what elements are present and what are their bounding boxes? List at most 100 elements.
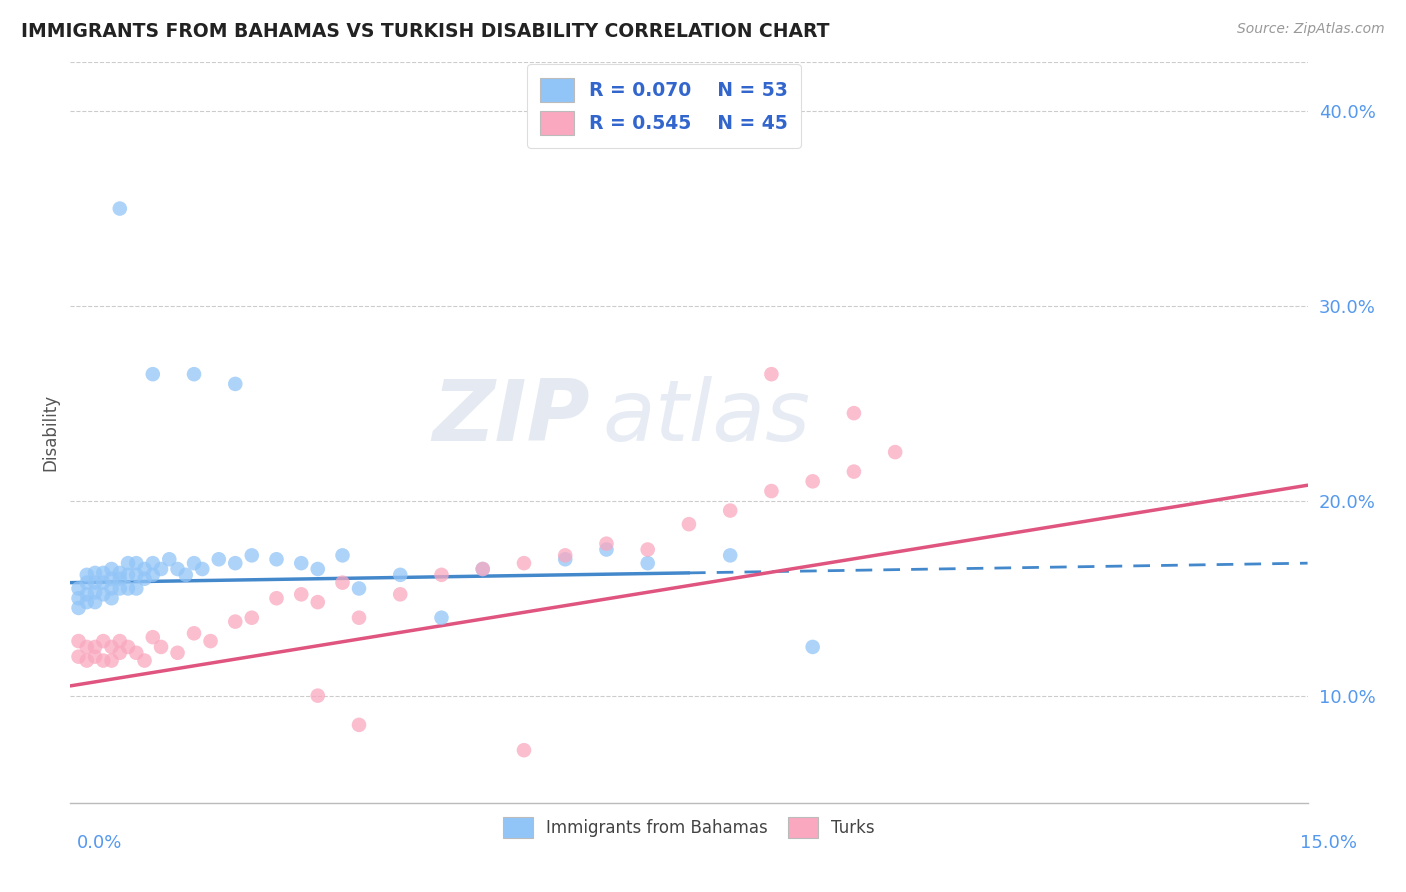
Point bbox=[224, 376, 246, 391]
Point bbox=[332, 575, 354, 590]
Point bbox=[183, 626, 205, 640]
Point bbox=[84, 595, 107, 609]
Point bbox=[134, 654, 156, 668]
Point bbox=[91, 634, 114, 648]
Point bbox=[637, 542, 659, 557]
Point bbox=[100, 591, 122, 606]
Point bbox=[76, 654, 98, 668]
Point bbox=[307, 689, 329, 703]
Point bbox=[183, 367, 205, 381]
Point bbox=[430, 567, 453, 582]
Point bbox=[117, 582, 139, 596]
Point bbox=[100, 640, 122, 654]
Point bbox=[117, 567, 139, 582]
Point bbox=[125, 582, 148, 596]
Point bbox=[718, 503, 741, 517]
Point bbox=[224, 556, 246, 570]
Point bbox=[76, 640, 98, 654]
Point bbox=[91, 654, 114, 668]
Point bbox=[142, 367, 165, 381]
Point bbox=[307, 562, 329, 576]
Point bbox=[108, 634, 131, 648]
Point bbox=[76, 587, 98, 601]
Point bbox=[108, 202, 131, 216]
Point bbox=[842, 406, 865, 420]
Text: Source: ZipAtlas.com: Source: ZipAtlas.com bbox=[1237, 22, 1385, 37]
Point bbox=[91, 575, 114, 590]
Legend: Immigrants from Bahamas, Turks: Immigrants from Bahamas, Turks bbox=[495, 808, 883, 847]
Point bbox=[125, 556, 148, 570]
Point bbox=[150, 562, 173, 576]
Point bbox=[174, 567, 197, 582]
Point bbox=[67, 582, 90, 596]
Point bbox=[142, 630, 165, 644]
Point bbox=[718, 549, 741, 563]
Point bbox=[513, 556, 536, 570]
Point bbox=[266, 591, 288, 606]
Point bbox=[554, 549, 576, 563]
Point bbox=[332, 549, 354, 563]
Point bbox=[117, 556, 139, 570]
Point bbox=[166, 562, 188, 576]
Point bbox=[842, 465, 865, 479]
Point bbox=[67, 591, 90, 606]
Point bbox=[134, 562, 156, 576]
Text: IMMIGRANTS FROM BAHAMAS VS TURKISH DISABILITY CORRELATION CHART: IMMIGRANTS FROM BAHAMAS VS TURKISH DISAB… bbox=[21, 22, 830, 41]
Point bbox=[84, 566, 107, 580]
Point bbox=[108, 566, 131, 580]
Point bbox=[108, 572, 131, 586]
Point bbox=[150, 640, 173, 654]
Point bbox=[84, 575, 107, 590]
Point bbox=[290, 556, 312, 570]
Point bbox=[801, 640, 824, 654]
Point bbox=[637, 556, 659, 570]
Point bbox=[347, 582, 370, 596]
Point bbox=[801, 475, 824, 489]
Point bbox=[91, 566, 114, 580]
Point bbox=[67, 634, 90, 648]
Point bbox=[347, 718, 370, 732]
Point bbox=[84, 649, 107, 664]
Point bbox=[84, 640, 107, 654]
Point bbox=[240, 549, 263, 563]
Point bbox=[100, 562, 122, 576]
Point bbox=[347, 610, 370, 624]
Point bbox=[142, 567, 165, 582]
Point bbox=[117, 640, 139, 654]
Point bbox=[84, 585, 107, 599]
Point bbox=[166, 646, 188, 660]
Point bbox=[208, 552, 231, 566]
Point bbox=[100, 654, 122, 668]
Point bbox=[761, 484, 783, 499]
Point bbox=[183, 556, 205, 570]
Point bbox=[67, 601, 90, 615]
Point bbox=[554, 552, 576, 566]
Point bbox=[76, 575, 98, 590]
Point bbox=[240, 610, 263, 624]
Point bbox=[266, 552, 288, 566]
Point bbox=[389, 567, 412, 582]
Point bbox=[100, 582, 122, 596]
Point bbox=[134, 572, 156, 586]
Point bbox=[595, 542, 617, 557]
Point bbox=[108, 646, 131, 660]
Text: ZIP: ZIP bbox=[432, 376, 591, 459]
Point bbox=[430, 610, 453, 624]
Point bbox=[307, 595, 329, 609]
Point bbox=[76, 595, 98, 609]
Point bbox=[157, 552, 180, 566]
Point bbox=[91, 587, 114, 601]
Point bbox=[125, 567, 148, 582]
Point bbox=[108, 582, 131, 596]
Text: 15.0%: 15.0% bbox=[1299, 834, 1357, 852]
Point bbox=[761, 367, 783, 381]
Point bbox=[100, 572, 122, 586]
Point bbox=[513, 743, 536, 757]
Point bbox=[67, 649, 90, 664]
Point bbox=[471, 562, 494, 576]
Y-axis label: Disability: Disability bbox=[41, 394, 59, 471]
Point bbox=[678, 517, 700, 532]
Point bbox=[200, 634, 222, 648]
Point bbox=[290, 587, 312, 601]
Point bbox=[884, 445, 907, 459]
